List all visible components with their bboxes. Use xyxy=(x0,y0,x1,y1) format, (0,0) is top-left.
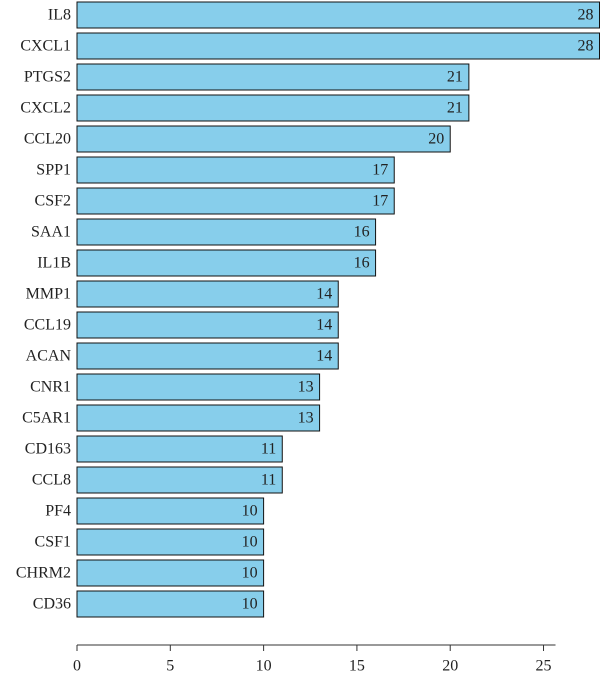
y-tick-label: CD36 xyxy=(33,596,71,613)
y-tick-label: CD163 xyxy=(25,441,71,458)
y-tick-label: PTGS2 xyxy=(24,69,71,86)
value-label: 14 xyxy=(316,348,332,365)
y-tick-label: SAA1 xyxy=(31,224,71,241)
bar xyxy=(76,125,451,153)
bar xyxy=(76,342,339,370)
bar xyxy=(76,32,600,60)
value-label: 28 xyxy=(578,7,594,24)
value-label: 11 xyxy=(261,441,276,458)
value-label: 21 xyxy=(447,69,463,86)
y-tick-label: C5AR1 xyxy=(22,410,71,427)
x-tick-label: 25 xyxy=(536,658,552,675)
value-label: 14 xyxy=(316,317,332,334)
y-tick-label: CXCL2 xyxy=(20,100,71,117)
bar xyxy=(76,373,321,401)
y-tick-label: MMP1 xyxy=(26,286,71,303)
y-tick-label: CSF1 xyxy=(35,534,71,551)
bar xyxy=(76,1,600,29)
value-label: 13 xyxy=(298,410,314,427)
y-tick-label: IL1B xyxy=(37,255,71,272)
bar xyxy=(76,311,339,339)
value-label: 10 xyxy=(242,534,258,551)
bar xyxy=(76,404,321,432)
value-label: 14 xyxy=(316,286,332,303)
value-label: 11 xyxy=(261,472,276,489)
y-tick-label: CHRM2 xyxy=(16,565,71,582)
y-tick-label: ACAN xyxy=(26,348,72,365)
bar xyxy=(76,280,339,308)
y-tick-label: CCL8 xyxy=(32,472,71,489)
value-label: 10 xyxy=(242,596,258,613)
y-tick-label: CCL20 xyxy=(24,131,71,148)
x-tick-label: 10 xyxy=(256,658,272,675)
x-tick-label: 20 xyxy=(442,658,458,675)
y-tick-label: IL8 xyxy=(48,7,71,24)
value-label: 16 xyxy=(354,255,370,272)
bar xyxy=(76,63,470,91)
value-label: 10 xyxy=(242,565,258,582)
y-tick-label: CSF2 xyxy=(35,193,71,210)
bar xyxy=(76,590,265,618)
bar xyxy=(76,528,265,556)
value-label: 17 xyxy=(372,193,388,210)
value-label: 13 xyxy=(298,379,314,396)
bar xyxy=(76,497,265,525)
y-tick-label: CXCL1 xyxy=(20,38,71,55)
value-label: 28 xyxy=(578,38,594,55)
x-tick-label: 0 xyxy=(73,658,81,675)
value-label: 20 xyxy=(428,131,444,148)
bar xyxy=(76,559,265,587)
y-tick-label: PF4 xyxy=(45,503,71,520)
value-label: 16 xyxy=(354,224,370,241)
x-tick-label: 15 xyxy=(349,658,365,675)
bar xyxy=(76,156,395,184)
value-label: 21 xyxy=(447,100,463,117)
bar xyxy=(76,249,377,277)
value-label: 10 xyxy=(242,503,258,520)
bar xyxy=(76,94,470,122)
bar xyxy=(76,435,283,463)
bar xyxy=(76,187,395,215)
y-tick-label: CNR1 xyxy=(30,379,71,396)
y-tick-label: CCL19 xyxy=(24,317,71,334)
x-tick-label: 5 xyxy=(166,658,174,675)
y-tick-label: SPP1 xyxy=(36,162,71,179)
value-label: 17 xyxy=(372,162,388,179)
bar xyxy=(76,466,283,494)
bar xyxy=(76,218,377,246)
